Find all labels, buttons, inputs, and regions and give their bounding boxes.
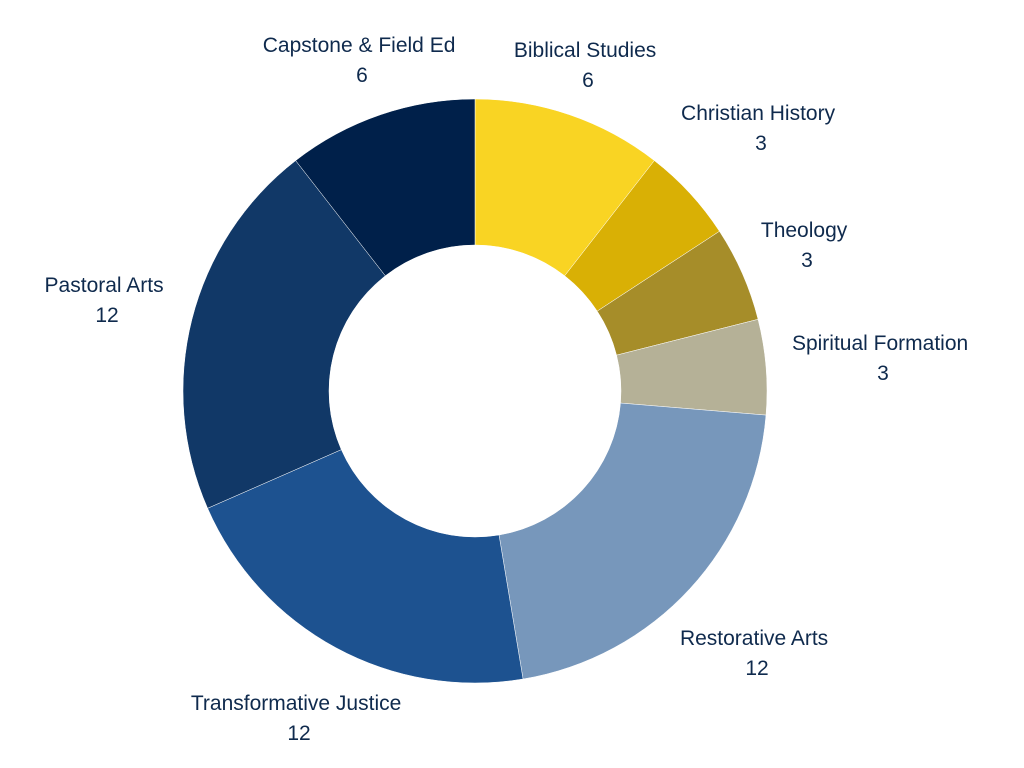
label-capstone-field-ed: Capstone & Field Ed 6	[263, 34, 461, 87]
label-capstone-field-ed-name: Capstone & Field Ed	[263, 34, 456, 57]
slice-transformative-justice	[207, 449, 524, 684]
label-biblical-studies-name: Biblical Studies	[514, 39, 656, 62]
label-pastoral-arts: Pastoral Arts 12	[45, 274, 170, 327]
slice-pastoral-arts	[182, 160, 386, 509]
donut-slices	[182, 98, 768, 684]
label-transformative-justice-name: Transformative Justice	[191, 692, 401, 715]
label-capstone-field-ed-value: 6	[356, 64, 368, 87]
label-restorative-arts-name: Restorative Arts	[680, 627, 828, 650]
label-theology-name: Theology	[761, 219, 848, 242]
label-christian-history-value: 3	[755, 132, 767, 155]
label-pastoral-arts-value: 12	[95, 304, 118, 327]
label-biblical-studies: Biblical Studies 6	[514, 39, 662, 92]
label-spiritual-formation-value: 3	[877, 362, 889, 385]
label-christian-history: Christian History 3	[681, 102, 841, 155]
label-christian-history-name: Christian History	[681, 102, 836, 125]
label-theology-value: 3	[801, 249, 813, 272]
label-spiritual-formation: Spiritual Formation 3	[792, 332, 974, 385]
label-spiritual-formation-name: Spiritual Formation	[792, 332, 968, 355]
slice-restorative-arts	[498, 402, 767, 680]
label-pastoral-arts-name: Pastoral Arts	[45, 274, 164, 297]
label-restorative-arts-value: 12	[745, 657, 768, 680]
label-biblical-studies-value: 6	[582, 69, 594, 92]
label-restorative-arts: Restorative Arts 12	[680, 627, 834, 680]
label-transformative-justice: Transformative Justice 12	[191, 692, 407, 745]
label-transformative-justice-value: 12	[287, 722, 310, 745]
slice-capstone-field-ed	[295, 98, 476, 277]
donut-labels: Biblical Studies 6 Christian History 3 T…	[45, 34, 974, 745]
label-theology: Theology 3	[761, 219, 853, 272]
